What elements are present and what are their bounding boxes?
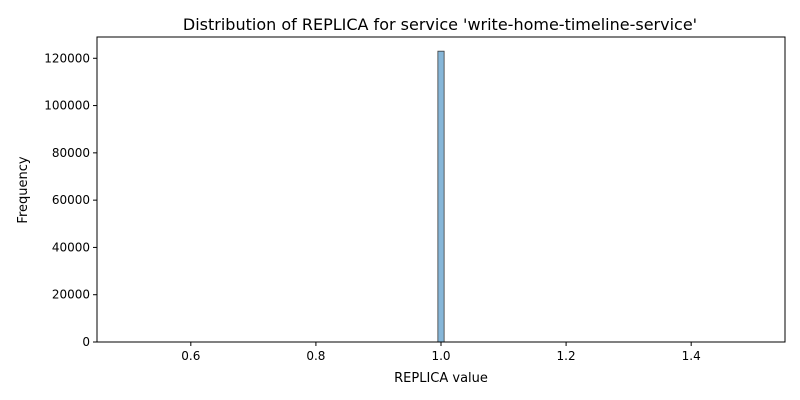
x-axis-label: REPLICA value	[394, 371, 488, 386]
y-tick-label: 40000	[52, 240, 90, 254]
y-tick-label: 100000	[44, 99, 90, 113]
chart-title: Distribution of REPLICA for service 'wri…	[183, 15, 697, 34]
y-tick-label: 80000	[52, 146, 90, 160]
y-tick-label: 0	[82, 335, 90, 349]
y-tick-label: 20000	[52, 288, 90, 302]
x-axis-ticks: 0.6 0.8 1.0 1.2 1.4	[181, 342, 701, 363]
histogram-bars	[437, 50, 445, 343]
x-tick-label: 0.6	[181, 349, 200, 363]
x-tick-label: 1.0	[431, 349, 450, 363]
y-tick-label: 60000	[52, 193, 90, 207]
y-axis-label: Frequency	[16, 156, 31, 223]
x-tick-label: 0.8	[306, 349, 325, 363]
y-tick-label: 120000	[44, 51, 90, 65]
y-axis-ticks: 0 20000 40000 60000 80000 100000 120000	[44, 51, 97, 349]
x-tick-label: 1.4	[682, 349, 701, 363]
x-tick-label: 1.2	[557, 349, 576, 363]
histogram-bar	[437, 50, 445, 343]
